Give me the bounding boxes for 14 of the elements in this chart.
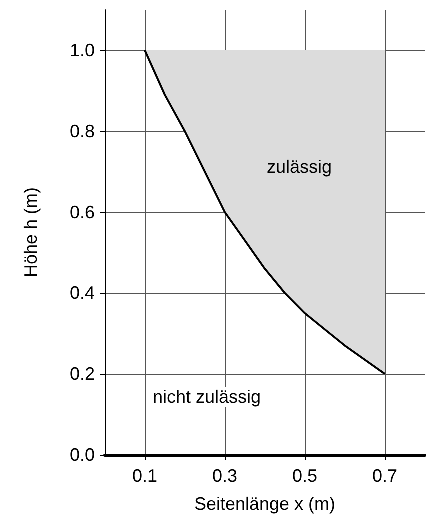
x-axis-title: Seitenlänge x (m) bbox=[194, 494, 336, 514]
x-tick-label: 0.3 bbox=[212, 466, 238, 486]
x-tick-label: 0.1 bbox=[132, 466, 158, 486]
y-tick-label: 0.6 bbox=[70, 202, 95, 222]
x-tick-label: 0.5 bbox=[292, 466, 318, 486]
y-axis-title: Höhe h (m) bbox=[21, 187, 41, 278]
annotation: zulässig bbox=[267, 157, 332, 177]
y-tick-label: 0.8 bbox=[70, 121, 95, 142]
y-tick-label: 0.2 bbox=[70, 364, 95, 384]
x-tick-label: 0.7 bbox=[372, 466, 398, 486]
annotation: nicht zulässig bbox=[153, 387, 262, 407]
y-tick-label: 0.0 bbox=[70, 445, 95, 465]
y-tick-label: 1.0 bbox=[70, 40, 95, 60]
y-tick-label: 0.4 bbox=[70, 283, 95, 304]
